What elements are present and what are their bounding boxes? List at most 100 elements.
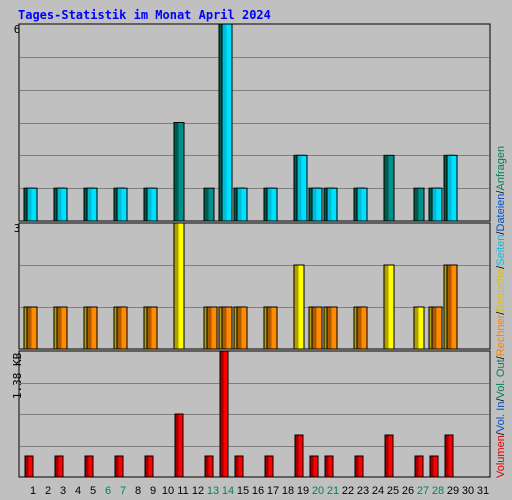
bar-volumen-side <box>355 456 359 477</box>
legend-separator: / <box>495 431 507 435</box>
bar-volumen-side <box>175 414 179 477</box>
bar-volumen-side <box>265 456 269 477</box>
bar-dateien-side <box>327 188 332 221</box>
bar-volumen-side <box>220 351 224 477</box>
legend-entry: Vol. Out <box>495 359 507 398</box>
x-tick-label: 2 <box>45 485 51 497</box>
visits-y-max-label: 3 <box>14 222 21 235</box>
legend-entry: Volumen <box>495 435 507 478</box>
bar-volumen-side <box>295 435 299 477</box>
x-tick-label: 8 <box>135 485 141 497</box>
bar-dateien-side <box>267 188 272 221</box>
x-tick-label: 18 <box>282 485 294 497</box>
bar-volumen-side <box>85 456 89 477</box>
bar-volumen-side <box>310 456 314 477</box>
bar-anfragen-side <box>204 188 209 221</box>
chart-title: Tages-Statistik im Monat April 2024 <box>18 8 271 22</box>
legend-entry: Vol. In <box>495 402 507 433</box>
legend-separator: / <box>495 355 507 359</box>
legend-separator: / <box>495 231 507 235</box>
x-tick-label: 24 <box>372 485 384 497</box>
x-tick-label: 26 <box>402 485 414 497</box>
bar-rechner-side <box>447 265 452 349</box>
x-tick-label: 15 <box>237 485 249 497</box>
x-tick-label: 21 <box>327 485 339 497</box>
bar-rechner-side <box>237 307 242 349</box>
x-tick-label: 20 <box>312 485 324 497</box>
legend-entry: Anfragen <box>495 146 507 191</box>
bar-dateien-side <box>57 188 62 221</box>
panel-frame <box>18 23 491 222</box>
bar-anfragen-side <box>414 188 419 221</box>
x-tick-label: 7 <box>120 485 126 497</box>
bar-rechner-side <box>147 307 152 349</box>
bar-volumen-side <box>415 456 419 477</box>
bar-dateien-side <box>297 155 302 221</box>
bar-rechner-side <box>312 307 317 349</box>
bar-volumen-side <box>55 456 59 477</box>
x-tick-label: 6 <box>105 485 111 497</box>
bar-rechner-side <box>222 307 227 349</box>
bar-rechner-side <box>267 307 272 349</box>
bar-dateien-side <box>87 188 92 221</box>
bar-rechner-side <box>27 307 32 349</box>
legend-entry: Dateien <box>495 194 507 232</box>
x-tick-label: 3 <box>60 485 66 497</box>
bar-dateien-side <box>312 188 317 221</box>
x-tick-label: 19 <box>297 485 309 497</box>
grid-lines <box>20 57 489 447</box>
bar-dateien-side <box>147 188 152 221</box>
x-tick-label: 14 <box>222 485 234 497</box>
bar-besuche-side <box>384 265 389 349</box>
bar-dateien-side <box>447 155 452 221</box>
bar-dateien-side <box>237 188 242 221</box>
bar-volumen-side <box>115 456 119 477</box>
legend-separator: / <box>495 265 507 269</box>
bar-rechner-side <box>117 307 122 349</box>
panel-frames <box>18 23 491 478</box>
x-tick-label: 27 <box>417 485 429 497</box>
bar-rechner-side <box>357 307 362 349</box>
bar-volumen-side <box>205 456 209 477</box>
x-tick-label: 28 <box>432 485 444 497</box>
bars <box>23 23 458 478</box>
x-tick-label: 11 <box>177 485 188 497</box>
x-tick-label: 22 <box>342 485 354 497</box>
bar-anfragen-side <box>384 155 389 221</box>
bar-besuche-side <box>414 307 419 349</box>
panel-frame <box>18 222 491 350</box>
bar-volumen-side <box>430 456 434 477</box>
x-tick-label: 25 <box>387 485 399 497</box>
x-tick-label: 13 <box>207 485 219 497</box>
legend-entry: Besuche <box>495 269 507 312</box>
x-tick-label: 31 <box>477 485 489 497</box>
bar-dateien-side <box>117 188 122 221</box>
x-tick-label: 12 <box>192 485 204 497</box>
bar-dateien-side <box>432 188 437 221</box>
bar-rechner-side <box>207 307 212 349</box>
bar-volumen-side <box>385 435 389 477</box>
bar-volumen-side <box>25 456 29 477</box>
bar-rechner-side <box>432 307 437 349</box>
bar-volumen-side <box>445 435 449 477</box>
x-tick-label: 9 <box>150 485 156 497</box>
bar-dateien-side <box>27 188 32 221</box>
bar-volumen-side <box>235 456 239 477</box>
bar-volumen-side <box>325 456 329 477</box>
bar-besuche-side <box>174 223 179 349</box>
x-axis-labels: 1 2 3 4 5 6 7 8 9 10 11 12 13 14 15 16 17 18 19 20 21 22 23 24 2… <box>30 485 489 497</box>
legend-separator: / <box>495 398 507 402</box>
x-tick-label: 23 <box>357 485 369 497</box>
x-tick-label: 10 <box>162 485 174 497</box>
panel-frame <box>18 350 491 478</box>
x-tick-label: 5 <box>90 485 96 497</box>
x-tick-label: 17 <box>267 485 279 497</box>
requests-y-max-label: 6 <box>14 23 21 36</box>
legend-entry: Seiten <box>495 235 507 266</box>
x-tick-label: 16 <box>252 485 264 497</box>
bar-dateien-side <box>357 188 362 221</box>
bar-rechner-side <box>327 307 332 349</box>
